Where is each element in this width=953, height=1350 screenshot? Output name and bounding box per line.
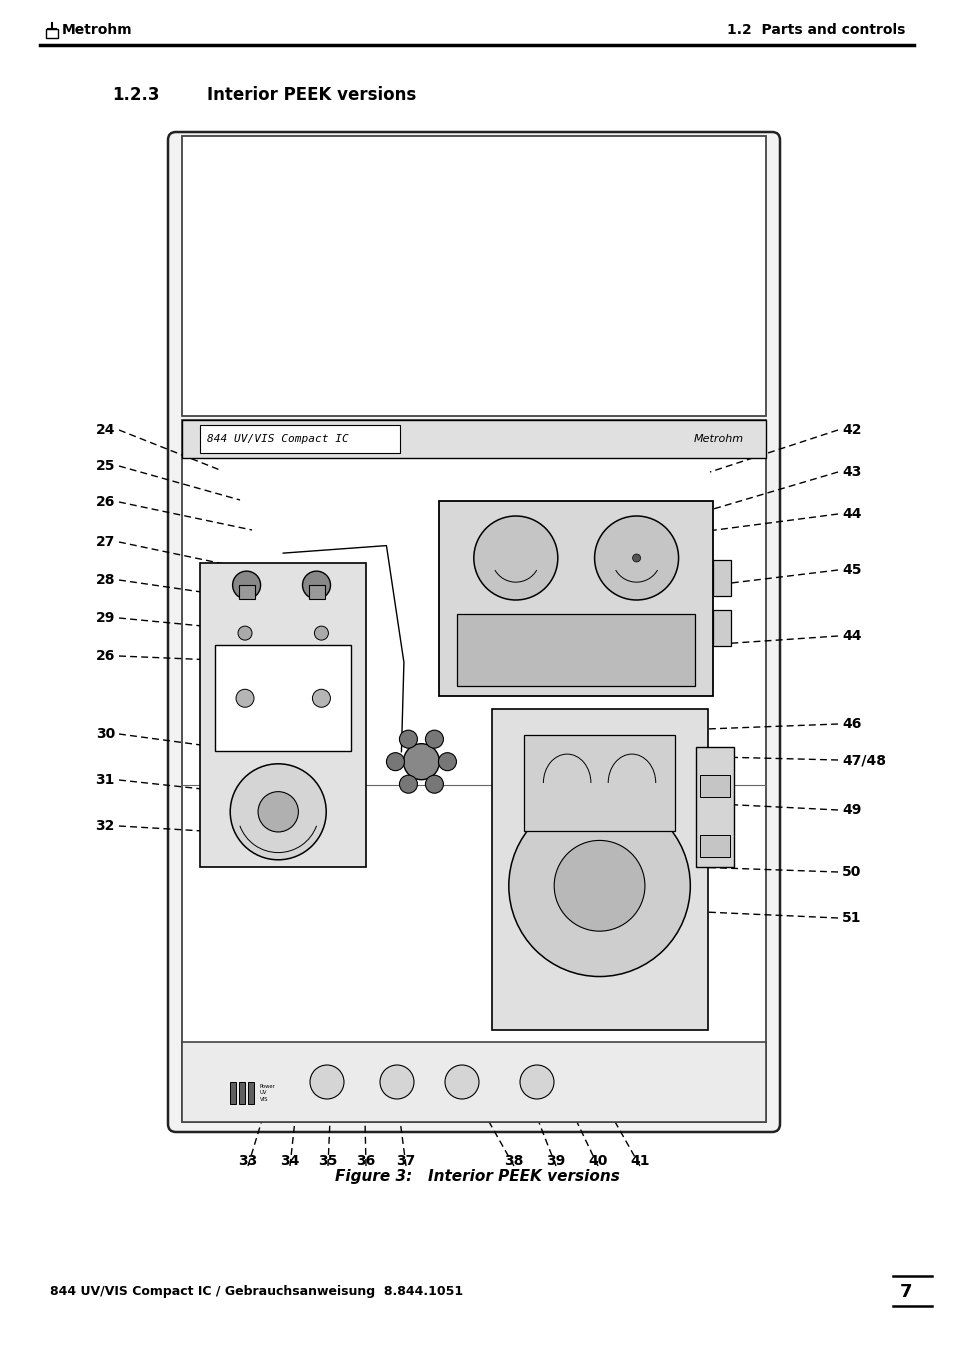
Circle shape — [632, 554, 639, 562]
Text: 50: 50 — [841, 865, 861, 879]
Text: 30: 30 — [95, 728, 115, 741]
Text: 1.2  Parts and controls: 1.2 Parts and controls — [726, 23, 904, 36]
Text: 41: 41 — [630, 1154, 649, 1168]
Bar — [46, 28, 58, 38]
Text: 44: 44 — [841, 629, 861, 643]
Text: 844 UV/VIS Compact IC: 844 UV/VIS Compact IC — [207, 433, 349, 444]
Circle shape — [399, 730, 417, 748]
Circle shape — [399, 775, 417, 794]
Circle shape — [314, 626, 328, 640]
Bar — [200, 563, 366, 867]
Circle shape — [233, 571, 260, 599]
Text: 7: 7 — [899, 1282, 911, 1301]
Bar — [695, 747, 733, 867]
Circle shape — [594, 516, 678, 599]
Circle shape — [230, 764, 326, 860]
Bar — [182, 1042, 765, 1122]
Text: 51: 51 — [841, 911, 861, 925]
Text: 35: 35 — [318, 1154, 337, 1168]
Bar — [713, 610, 731, 647]
Text: 844 UV/VIS Compact IC / Gebrauchsanweisung  8.844.1051: 844 UV/VIS Compact IC / Gebrauchsanweisu… — [50, 1285, 462, 1299]
Bar — [491, 709, 707, 1030]
Text: 39: 39 — [546, 1154, 565, 1168]
Text: 31: 31 — [95, 774, 115, 787]
Text: 29: 29 — [95, 612, 115, 625]
Circle shape — [519, 1065, 554, 1099]
Text: Interior PEEK versions: Interior PEEK versions — [207, 86, 416, 104]
Circle shape — [425, 730, 443, 748]
Text: 33: 33 — [238, 1154, 257, 1168]
Text: 36: 36 — [356, 1154, 375, 1168]
Text: 34: 34 — [280, 1154, 299, 1168]
Text: 27: 27 — [95, 535, 115, 549]
Text: Power
UV
VIS: Power UV VIS — [260, 1084, 275, 1102]
Bar — [523, 734, 675, 832]
Text: 32: 32 — [95, 819, 115, 833]
Circle shape — [379, 1065, 414, 1099]
Bar — [713, 560, 731, 595]
Bar — [438, 501, 713, 697]
Circle shape — [474, 516, 558, 599]
Text: 45: 45 — [841, 563, 861, 576]
Bar — [248, 1081, 253, 1104]
Circle shape — [403, 744, 439, 780]
Text: 46: 46 — [841, 717, 861, 730]
Bar — [182, 420, 765, 1122]
Bar — [214, 645, 351, 752]
Text: 26: 26 — [95, 649, 115, 663]
Text: 43: 43 — [841, 464, 861, 479]
Circle shape — [310, 1065, 344, 1099]
Bar — [200, 425, 399, 454]
Circle shape — [258, 791, 298, 832]
Text: Metrohm: Metrohm — [62, 23, 132, 36]
Circle shape — [386, 753, 404, 771]
Bar — [308, 585, 324, 599]
Circle shape — [425, 775, 443, 794]
Text: 26: 26 — [95, 495, 115, 509]
FancyBboxPatch shape — [168, 132, 780, 1133]
Text: 25: 25 — [95, 459, 115, 472]
Bar — [238, 585, 254, 599]
Text: Figure 3:   Interior PEEK versions: Figure 3: Interior PEEK versions — [335, 1169, 618, 1184]
Text: 42: 42 — [841, 423, 861, 437]
Bar — [700, 834, 729, 857]
Circle shape — [302, 571, 330, 599]
Circle shape — [554, 841, 644, 931]
Circle shape — [312, 690, 330, 707]
Text: Metrohm: Metrohm — [693, 433, 743, 444]
Text: 44: 44 — [841, 508, 861, 521]
Text: 40: 40 — [588, 1154, 607, 1168]
Text: 49: 49 — [841, 803, 861, 817]
Circle shape — [508, 795, 690, 976]
Bar — [182, 420, 765, 458]
Bar — [700, 775, 729, 796]
Text: 37: 37 — [395, 1154, 416, 1168]
Text: 47/48: 47/48 — [841, 753, 885, 767]
Bar — [182, 136, 765, 416]
Bar — [230, 1081, 235, 1104]
Text: 38: 38 — [504, 1154, 523, 1168]
Text: 1.2.3: 1.2.3 — [112, 86, 159, 104]
Circle shape — [438, 753, 456, 771]
Circle shape — [444, 1065, 478, 1099]
Circle shape — [235, 690, 253, 707]
Text: 28: 28 — [95, 572, 115, 587]
Text: 24: 24 — [95, 423, 115, 437]
Circle shape — [237, 626, 252, 640]
Bar — [239, 1081, 245, 1104]
Bar — [456, 614, 695, 686]
